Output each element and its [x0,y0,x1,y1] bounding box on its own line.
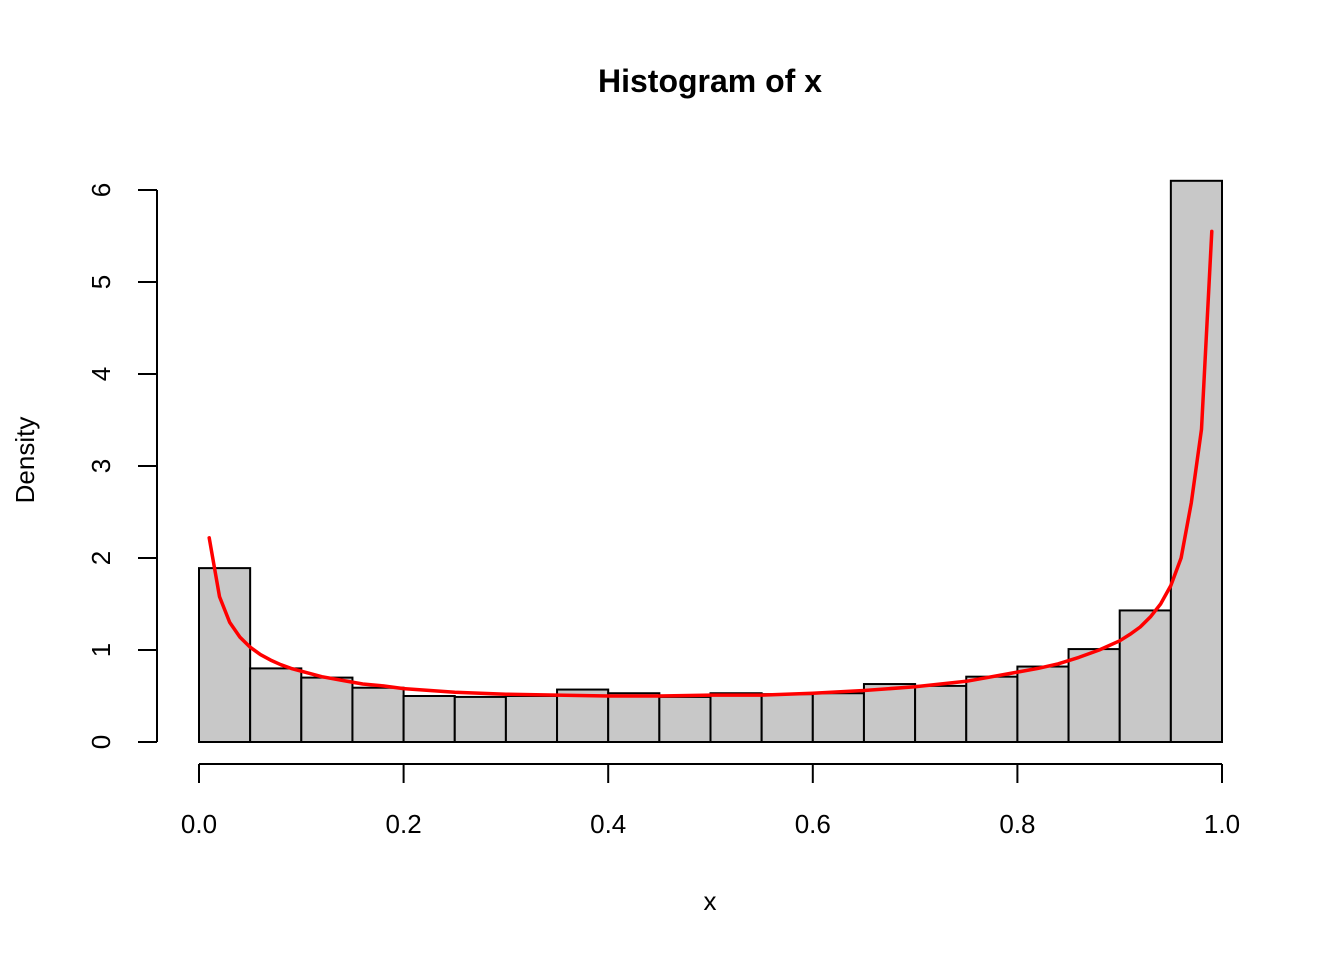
histogram-bar-10 [658,695,712,743]
x-axis-label: x [704,886,717,916]
histogram-bar-9 [607,692,661,743]
y-axis-label: Density [10,417,40,504]
histogram-bar-16 [965,675,1019,743]
histogram-bar-19 [1118,609,1172,743]
histogram-bar-5 [402,695,456,743]
histogram-bar-7 [504,695,559,743]
histogram-bar-17 [1016,665,1070,743]
x-tick-label: 1.0 [1204,809,1240,839]
histogram-bar-6 [453,695,507,743]
y-axis: 0 1 2 3 4 5 6 [86,183,158,749]
y-tick-label: 0 [86,735,116,749]
density-curve [207,229,1214,698]
histogram-bar-12 [760,693,814,743]
histogram-bar-14 [862,683,917,743]
x-tick-label: 0.0 [181,809,217,839]
x-axis: 0.0 0.2 0.4 0.6 0.8 1.0 [181,763,1240,839]
histogram-bar-1 [198,567,252,743]
histogram-bar-13 [811,692,865,743]
x-tick-label: 0.4 [590,809,626,839]
histogram-bar-18 [1067,648,1121,744]
x-tick-label: 0.2 [386,809,422,839]
chart-title: Histogram of x [598,63,822,99]
density-curves [207,229,1214,698]
y-tick-label: 1 [86,643,116,657]
histogram-bar-3 [300,676,354,743]
y-tick-label: 4 [86,367,116,381]
histogram-bars [198,179,1223,744]
y-tick-label: 2 [86,551,116,565]
histogram-bar-4 [351,686,405,743]
y-tick-label: 6 [86,183,116,197]
histogram-bar-15 [914,684,968,744]
y-tick-label: 3 [86,459,116,473]
x-tick-label: 0.8 [999,809,1035,839]
histogram-bar-11 [709,692,763,743]
x-tick-label: 0.6 [795,809,831,839]
histogram-bar-2 [249,667,303,744]
histogram-bar-8 [556,688,610,743]
y-tick-label: 5 [86,275,116,289]
